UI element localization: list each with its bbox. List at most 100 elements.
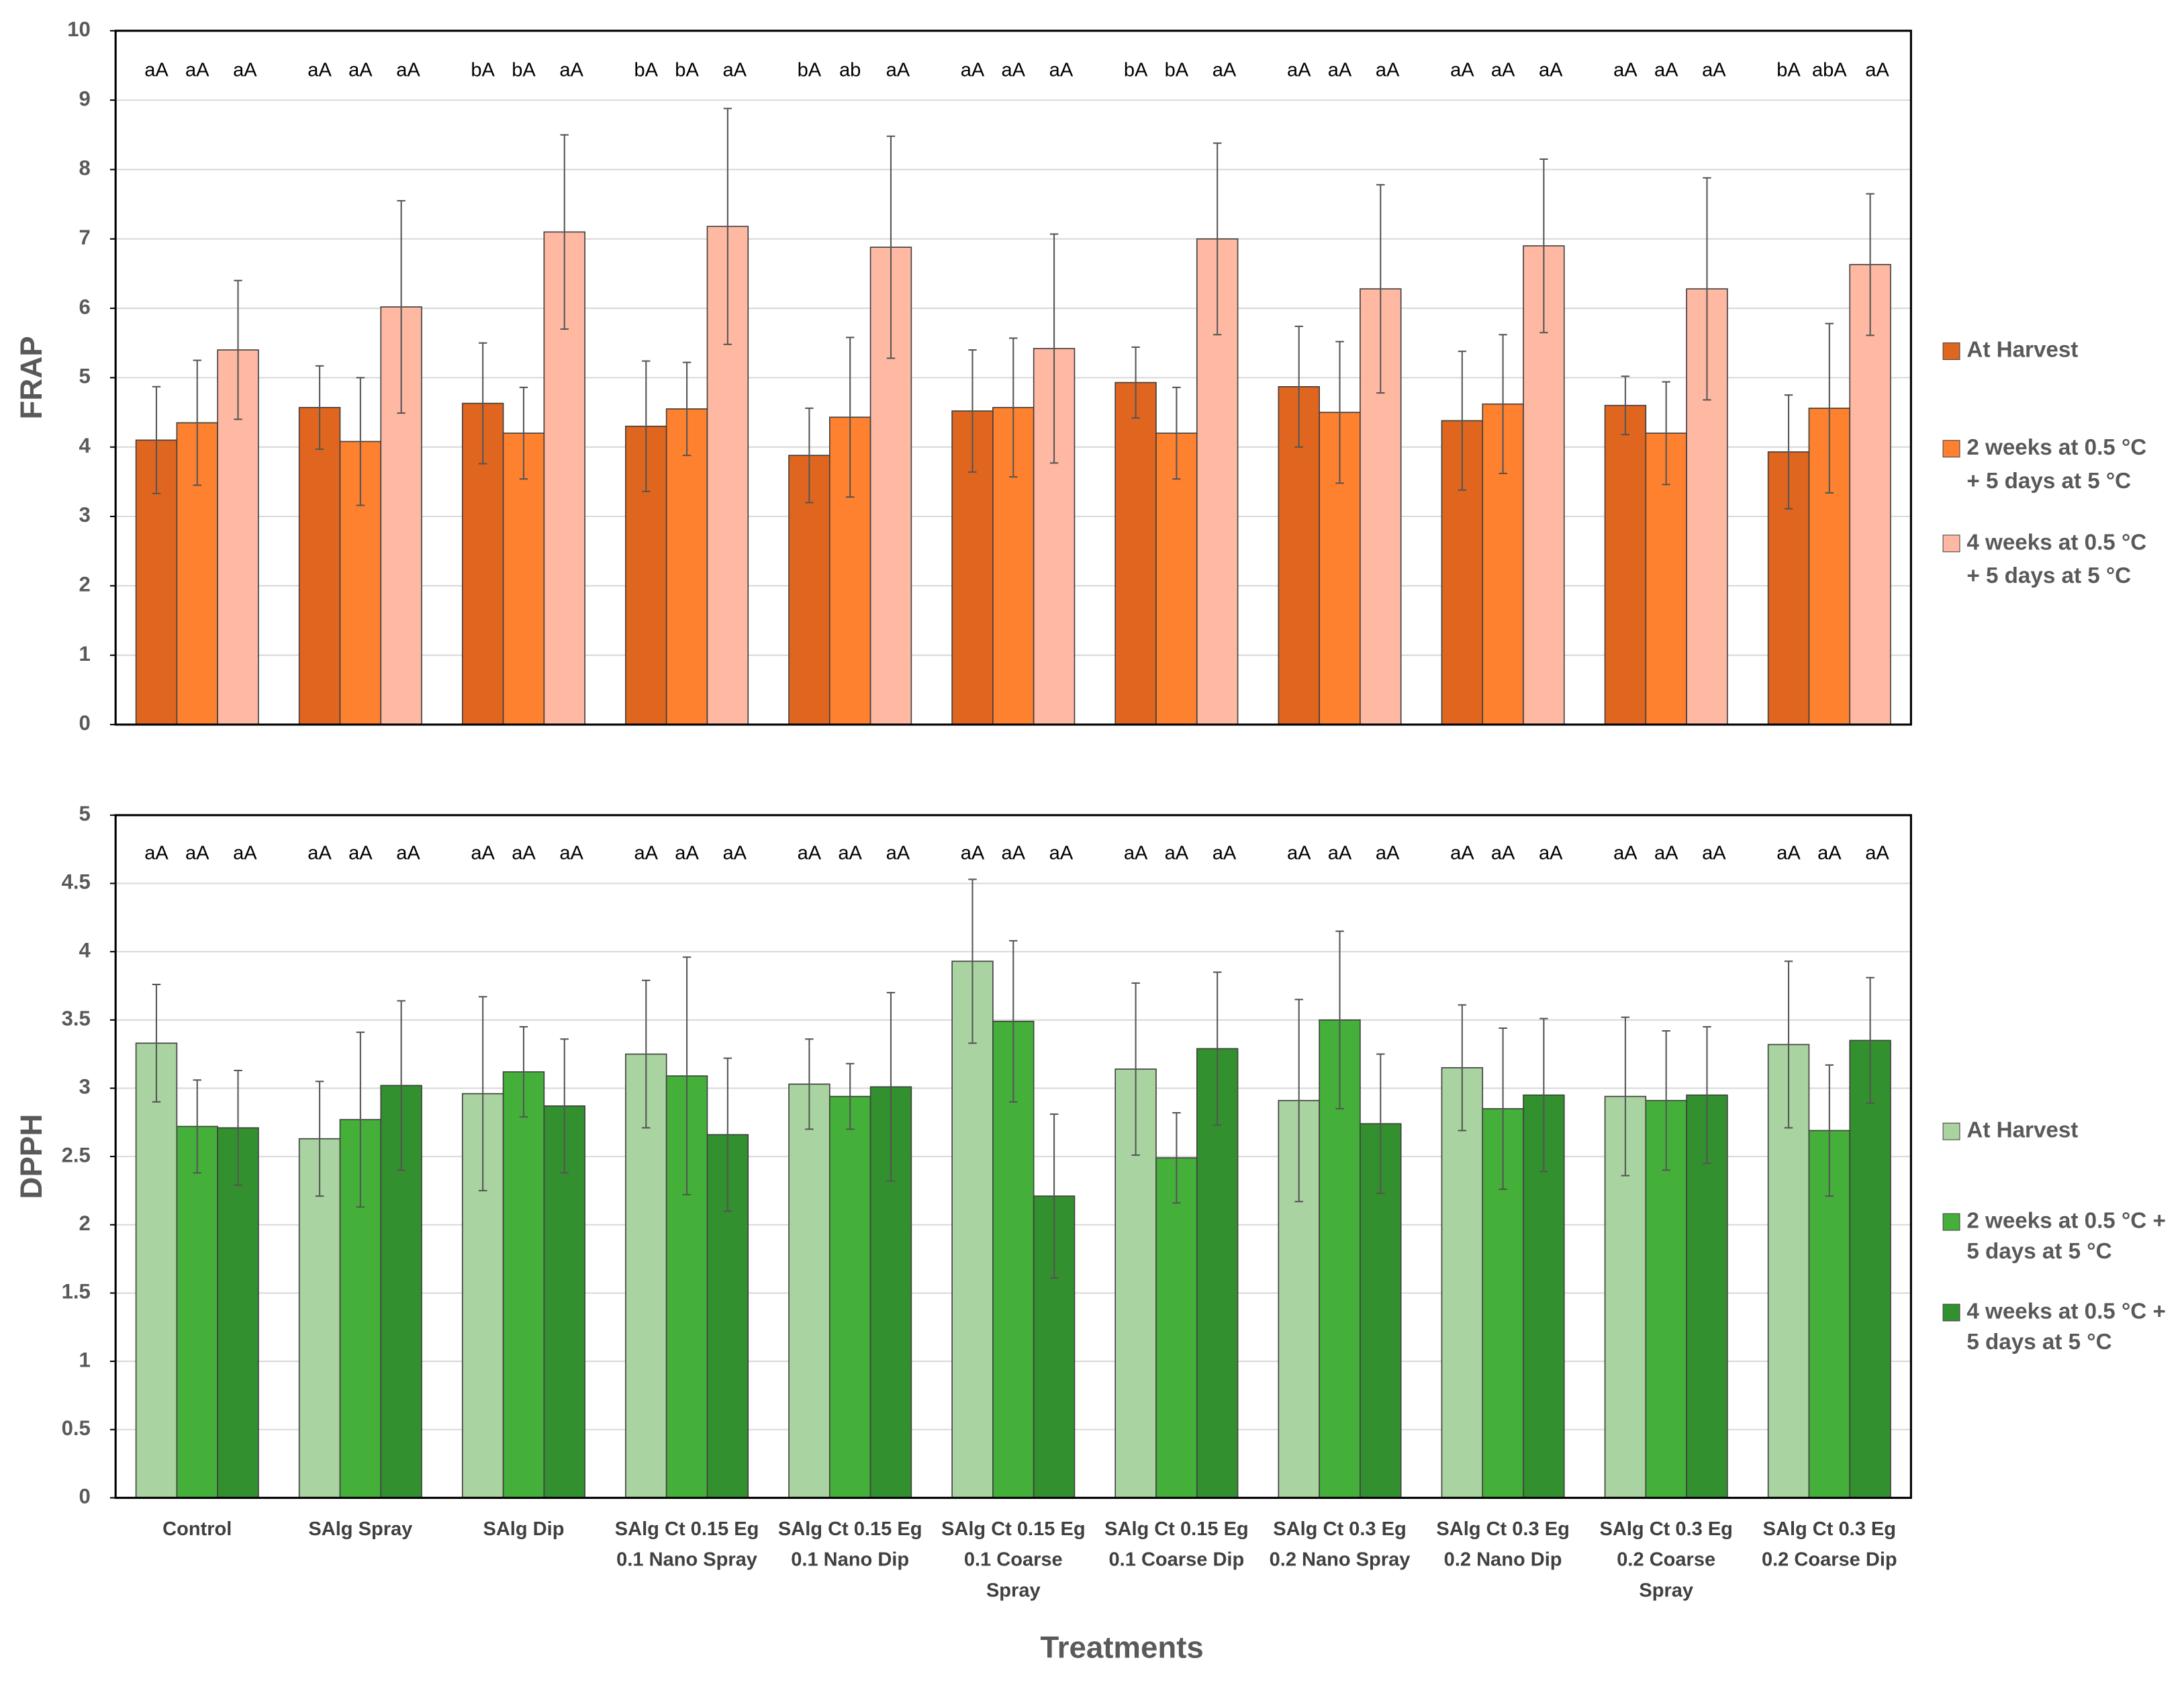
annotation: aA [1002,843,1026,864]
annotation: aA [1776,843,1801,864]
x-tick-label: SAlg Ct 0.3 Eg 0.2 Coarse Spray [1600,1518,1733,1601]
annotation: aA [634,843,659,864]
annotation: aA [675,843,699,864]
y-tick-label: 2 [79,573,91,596]
annotation: aA [559,60,583,81]
bar [298,406,341,725]
annotation: aA [722,843,747,864]
x-tick-label: SAlg Ct 0.3 Eg 0.2 Coarse Dip [1762,1518,1897,1571]
x-tick-label: Control [162,1518,232,1540]
annotation: aA [185,843,209,864]
annotation: aA [1049,843,1074,864]
y-tick-label: 3.5 [62,1007,91,1030]
annotation: aA [838,843,862,864]
annotation: aA [886,843,910,864]
annotation: aA [233,843,257,864]
annotation: aA [144,60,169,81]
annotation: aA [1613,60,1637,81]
legend-label: 2 weeks at 0.5 °C +5 days at 5 °C [1966,1208,2165,1264]
y-tick-label: 4.5 [62,870,91,894]
annotation: bA [675,60,699,81]
annotation: aA [722,60,747,81]
legend-swatch [1942,1213,1960,1231]
y-tick-label: 9 [79,87,91,110]
annotation: bA [512,60,536,81]
annotation: aA [961,843,985,864]
annotation: aA [1287,843,1311,864]
x-tick-label: SAlg Dip [483,1518,564,1540]
annotation: aA [1002,60,1026,81]
x-tick-label: SAlg Ct 0.3 Eg 0.2 Nano Dip [1436,1518,1569,1571]
annotation: aA [348,60,373,81]
y-tick-label: 1 [79,642,91,666]
x-tick-label: SAlg Ct 0.15 Eg 0.1 Coarse Dip [1104,1518,1249,1571]
annotation: aA [348,843,373,864]
annotation: bA [1776,60,1801,81]
bar [543,1105,585,1499]
legend-swatch [1942,1303,1960,1322]
bar [1604,404,1647,725]
annotation: abA [1812,60,1847,81]
y-axis-title: DPPH [14,1114,48,1199]
bar [1441,1067,1484,1499]
y-tick-label: 10 [67,17,91,41]
annotation: aA [1654,60,1678,81]
bar [828,1095,871,1499]
annotation: bA [1124,60,1148,81]
legend-label: 4 weeks at 0.5 °C +5 days at 5 °C [1966,1299,2165,1355]
y-tick-label: 5 [79,802,91,825]
annotation: aA [1491,60,1515,81]
plot-frame [114,814,1912,1499]
annotation: aA [1328,60,1352,81]
legend-label: 4 weeks at 0.5 °C + 5 days at 5 °C [1966,530,2146,588]
bar [1155,432,1198,725]
annotation: aA [1213,60,1237,81]
bar [1849,264,1891,725]
y-tick-label: 3 [79,1075,91,1099]
annotation: aA [1049,60,1074,81]
annotation: aA [1328,843,1352,864]
bar [502,1071,545,1499]
annotation: ab [839,60,861,81]
annotation: aA [396,60,420,81]
annotation: aA [1450,60,1474,81]
bar [1155,1157,1198,1499]
x-tick-label: SAlg Ct 0.3 Eg 0.2 Nano Spray [1270,1518,1411,1571]
annotation: aA [1817,843,1842,864]
y-tick-label: 2 [79,1211,91,1235]
annotation: aA [233,60,257,81]
y-tick-label: 4 [79,434,91,457]
legend-swatch [1942,342,1960,360]
annotation: aA [1539,843,1563,864]
bar [788,1083,830,1499]
annotation: aA [512,843,536,864]
y-tick-label: 1.5 [62,1280,91,1303]
annotation: aA [307,843,332,864]
annotation: aA [1287,60,1311,81]
y-tick-label: 0 [79,1485,91,1508]
legend-label: 2 weeks at 0.5 °C + 5 days at 5 °C [1966,435,2146,494]
y-tick-label: 4 [79,938,91,962]
annotation: aA [1702,60,1726,81]
legend-swatch [1942,1122,1960,1140]
annotation: aA [1613,843,1637,864]
legend-label: At Harvest [1966,338,2078,363]
annotation: aA [396,843,420,864]
annotation: aA [1654,843,1678,864]
y-axis-title: FRAP [14,336,48,419]
legend-swatch [1942,440,1960,458]
annotation: aA [1213,843,1237,864]
annotation: bA [634,60,659,81]
y-tick-label: 1 [79,1348,91,1371]
annotation: aA [1539,60,1563,81]
annotation: aA [798,843,822,864]
annotation: aA [185,60,209,81]
annotation: bA [471,60,495,81]
x-tick-label: SAlg Ct 0.15 Eg 0.1 Coarse Spray [941,1518,1086,1601]
annotation: aA [1450,843,1474,864]
annotation: aA [1376,60,1400,81]
annotation: aA [1376,843,1400,864]
annotation: aA [886,60,910,81]
